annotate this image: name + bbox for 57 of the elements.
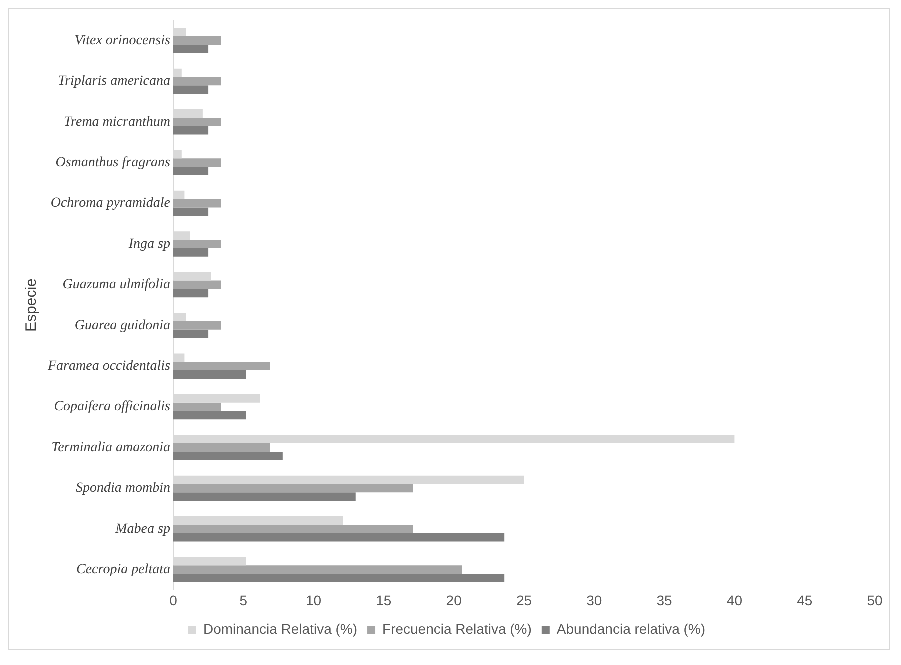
legend-label: Abundancia relativa (%) (556, 620, 706, 637)
y-tick-label: Terminalia amazonia (52, 440, 170, 456)
x-tick-label: 0 (170, 592, 178, 608)
bar (173, 370, 246, 379)
x-tick-label: 30 (586, 592, 602, 608)
legend-label: Dominancia Relativa (%) (203, 620, 358, 637)
y-tick-label: Vitex orinocensis (74, 33, 172, 48)
y-tick-label: Cecropia peltata (76, 562, 170, 578)
y-axis-title: Especie (23, 278, 40, 332)
x-tick-label: 40 (726, 592, 743, 608)
bar (173, 362, 270, 371)
bar (173, 280, 222, 290)
bar (173, 44, 209, 54)
x-tick-label: 5 (240, 592, 248, 608)
bar (173, 158, 222, 168)
bar (173, 199, 222, 208)
y-tick-label: Guazuma ulmifolia (62, 278, 170, 293)
bar (173, 289, 209, 298)
bar (173, 167, 209, 176)
bar (173, 492, 356, 502)
x-tick-label: 15 (376, 592, 392, 608)
bar (173, 321, 222, 330)
bar (173, 574, 505, 582)
bar (173, 208, 209, 216)
x-tick-label: 45 (797, 592, 813, 608)
y-tick-label: Guarea guidonia (74, 318, 170, 334)
y-tick-label: Ochroma pyramidale (50, 196, 170, 212)
x-tick-label: 10 (306, 592, 322, 608)
bar (173, 77, 222, 86)
y-tick-label: Spondia mombin (76, 481, 170, 496)
y-tick-label: Triplaris americana (58, 74, 170, 90)
bar (173, 240, 222, 248)
bar (173, 330, 209, 338)
bar (173, 484, 414, 493)
x-tick-label: 50 (867, 592, 883, 608)
y-tick-label: Faramea occidentalis (46, 359, 172, 374)
legend-label: Frecuencia Relativa (%) (382, 620, 532, 637)
bar (173, 411, 246, 420)
bar (173, 36, 222, 45)
y-tick-label: Trema micranthum (64, 114, 170, 130)
bar (173, 126, 209, 135)
y-tick-label: Inga sp (128, 236, 170, 252)
bar (173, 533, 505, 542)
bar (173, 118, 222, 126)
bar (173, 444, 270, 452)
bar (173, 402, 222, 412)
x-tick-label: 20 (446, 592, 462, 608)
bar (173, 452, 283, 460)
y-tick-label: Mabea sp (114, 522, 170, 537)
bar (173, 524, 414, 534)
bar (173, 248, 209, 257)
bar (173, 86, 209, 94)
bar (173, 566, 462, 574)
y-tick-label: Copaifera officinalis (54, 400, 172, 415)
x-tick-label: 35 (656, 592, 673, 608)
x-tick-label: 25 (516, 592, 532, 608)
y-tick-label: Osmanthus fragrans (56, 156, 172, 171)
